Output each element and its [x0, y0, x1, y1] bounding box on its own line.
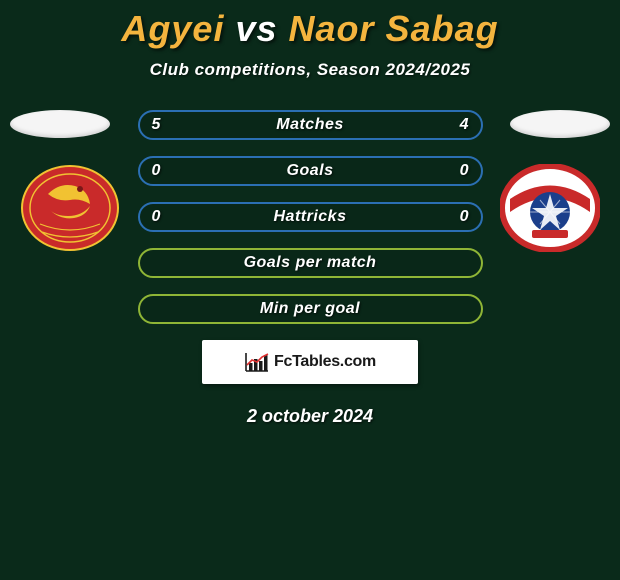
stat-value-left: 0 — [152, 162, 161, 180]
stat-bar: Goals per match — [138, 248, 483, 278]
stat-value-right: 4 — [460, 116, 469, 134]
stat-label: Matches — [276, 116, 344, 134]
title-player1: Agyei — [121, 8, 224, 49]
title-vs: vs — [235, 8, 277, 49]
stat-bars: 5 Matches 4 0 Goals 0 0 Hattricks 0 Goals per mat… — [138, 110, 483, 324]
date-text: 2 october 2024 — [0, 406, 620, 427]
club-badge-left — [20, 164, 120, 252]
player1-placeholder-oval — [10, 110, 110, 138]
stat-bar: 5 Matches 4 — [138, 110, 483, 140]
stat-bar: Min per goal — [138, 294, 483, 324]
brand-text: FcTables.com — [274, 353, 376, 371]
stat-bar: 0 Goals 0 — [138, 156, 483, 186]
ashdod-badge-icon — [20, 164, 120, 252]
content: 5 Matches 4 0 Goals 0 0 Hattricks 0 Goals per mat… — [0, 110, 620, 427]
subtitle: Club competitions, Season 2024/2025 — [0, 60, 620, 80]
stat-value-right: 0 — [460, 208, 469, 226]
stat-bar: 0 Hattricks 0 — [138, 202, 483, 232]
club-badge-right — [500, 164, 600, 252]
right-club-badge-icon — [500, 164, 600, 252]
player2-placeholder-oval — [510, 110, 610, 138]
stat-label: Goals — [287, 162, 334, 180]
stat-label: Goals per match — [244, 254, 377, 272]
stat-label: Hattricks — [274, 208, 347, 226]
page-title: Agyei vs Naor Sabag — [0, 0, 620, 50]
bar-chart-icon — [244, 351, 270, 373]
stat-value-left: 0 — [152, 208, 161, 226]
title-player2: Naor Sabag — [289, 8, 499, 49]
brand-box: FcTables.com — [202, 340, 418, 384]
comparison-infographic: Agyei vs Naor Sabag Club competitions, S… — [0, 0, 620, 580]
stat-label: Min per goal — [260, 300, 360, 318]
stat-value-left: 5 — [152, 116, 161, 134]
brand-inner: FcTables.com — [244, 351, 376, 373]
stat-value-right: 0 — [460, 162, 469, 180]
